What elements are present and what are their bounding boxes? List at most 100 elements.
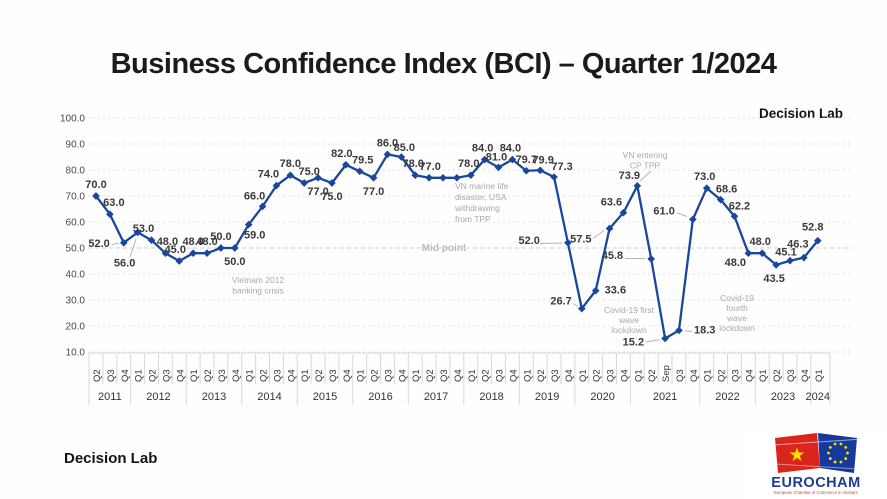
eurocham-logo-graphic: ★ EUROCHAM European Chamber of Commerce … [771,433,864,495]
data-point-label: 74.0 [258,169,279,181]
data-point-marker [619,208,628,217]
x-axis-quarter-label: Q1 [758,369,769,382]
x-axis-quarter-label: Q2 [536,369,547,382]
data-point-marker [92,192,100,200]
y-axis-tick-label: 80.0 [66,166,86,177]
eu-star [827,451,830,455]
data-point-marker [439,173,447,182]
x-axis-year-label: 2019 [535,391,559,403]
y-axis-tick-label: 40.0 [66,270,86,281]
x-axis-quarter-label: Q1 [411,369,422,382]
data-point-label: 46.3 [787,239,808,251]
data-point-label: 77.0 [307,186,328,198]
annotation-marine-life: VN marine life [455,181,509,191]
data-point-label: 84.0 [500,143,521,155]
eu-stars-icon [827,442,849,464]
data-point-marker [591,286,600,295]
x-axis-quarter-label: Q4 [800,369,811,382]
data-point-label: 86.0 [377,137,398,149]
data-point-label: 73.9 [619,170,640,182]
annotation-leader-line [639,170,652,182]
x-axis-year-label: 2013 [202,391,226,403]
x-axis-quarter-label: Q1 [245,369,256,382]
data-point-label: 59.0 [244,230,265,242]
label-leader-line [645,339,660,343]
x-axis-quarter-label: Q3 [161,369,172,382]
data-point-label: 77.0 [419,161,440,173]
x-axis-quarter-label: Q2 [717,369,728,382]
x-axis-quarter-label: Q2 [425,369,436,382]
data-point-label: 84.0 [472,143,493,155]
x-axis-quarter-label: Q3 [439,369,450,382]
annotation-marine-life: withdrawing [454,203,500,213]
data-point-label: 48.0 [725,257,746,269]
x-axis-quarter-label: Q1 [814,369,825,382]
label-leader-line [129,238,137,258]
y-axis-tick-label: 90.0 [66,140,86,151]
data-point-label: 52.0 [88,238,109,250]
eu-star [828,457,832,460]
x-axis-quarter-label: Q3 [675,369,686,382]
decision-lab-watermark-top: Decision Lab [758,106,843,121]
data-point-label: 62.2 [729,200,750,212]
x-axis-quarter-label: Q1 [300,369,311,382]
annotation-banking-crisis: Vietnam 2012 [232,275,285,285]
data-point-label: 78.0 [458,158,479,170]
data-point-label: 18.3 [694,324,715,336]
data-point-label: 73.0 [694,171,715,183]
data-point-marker [758,249,767,258]
x-axis-year-label: 2012 [146,391,170,403]
annotation-covid-fourth: fourth [726,303,748,313]
data-point-label: 43.5 [763,273,784,285]
x-axis-year-label: 2020 [590,391,614,403]
page-title: Business Confidence Index (BCI) – Quarte… [110,48,777,80]
x-axis-quarter-label: Q3 [495,369,506,382]
x-axis-quarter-label: Q1 [189,369,200,382]
eurocham-tagline: European Chamber of Commerce in Vietnam [774,490,858,495]
x-axis-quarter-label: Q2 [592,369,603,382]
y-axis-tick-label: 30.0 [66,296,86,307]
data-point-label: 81.0 [486,151,507,163]
x-axis-year-label: 2022 [715,391,739,403]
data-point-label: 79.9 [532,154,553,166]
eu-star [839,460,843,464]
x-axis-year-label: 2016 [368,391,392,403]
data-point-marker [577,304,586,313]
x-axis-quarter-label: Q3 [786,369,797,382]
x-axis-year-label: 2014 [257,391,281,403]
eu-star [828,446,832,449]
x-axis-quarter-label: Q4 [744,369,755,382]
x-axis-year-label: 2024 [806,391,830,403]
x-axis-year-label: 2017 [424,391,448,403]
data-point-marker [480,155,489,164]
x-axis-quarter-label: Q4 [286,369,297,382]
data-point-marker [772,261,780,269]
data-point-label: 63.6 [601,197,622,209]
data-point-label: 48.0 [157,236,178,248]
label-leader-line [111,242,120,245]
data-point-marker [355,167,364,176]
x-axis-quarter-label: Q2 [148,369,159,382]
data-point-label: 48.0 [750,236,771,248]
x-axis-quarter-label: Q2 [772,369,783,382]
x-axis-quarter-label: Sep [661,365,672,382]
data-point-label: 33.6 [605,285,626,297]
x-axis-year-label: 2018 [479,391,503,403]
label-leader-line [592,230,605,239]
y-axis-tick-label: 70.0 [66,192,86,203]
data-point-marker [813,236,822,245]
data-point-label: 52.0 [518,235,539,247]
data-point-marker [675,326,683,335]
data-point-marker [786,256,794,265]
data-point-marker [508,155,517,164]
label-leader-line [539,242,563,244]
data-point-label: 45.8 [602,250,623,262]
y-axis-tick-label: 60.0 [66,218,86,229]
annotation-covid-fourth: Covid-19 [720,293,754,303]
data-point-label: 61.0 [653,205,674,217]
x-axis-quarter-label: Q4 [231,369,242,382]
data-point-marker [564,238,572,247]
x-axis-quarter-label: Q3 [106,369,117,382]
x-axis-quarter-label: Q1 [467,369,478,382]
x-axis-quarter-label: Q4 [175,369,186,382]
